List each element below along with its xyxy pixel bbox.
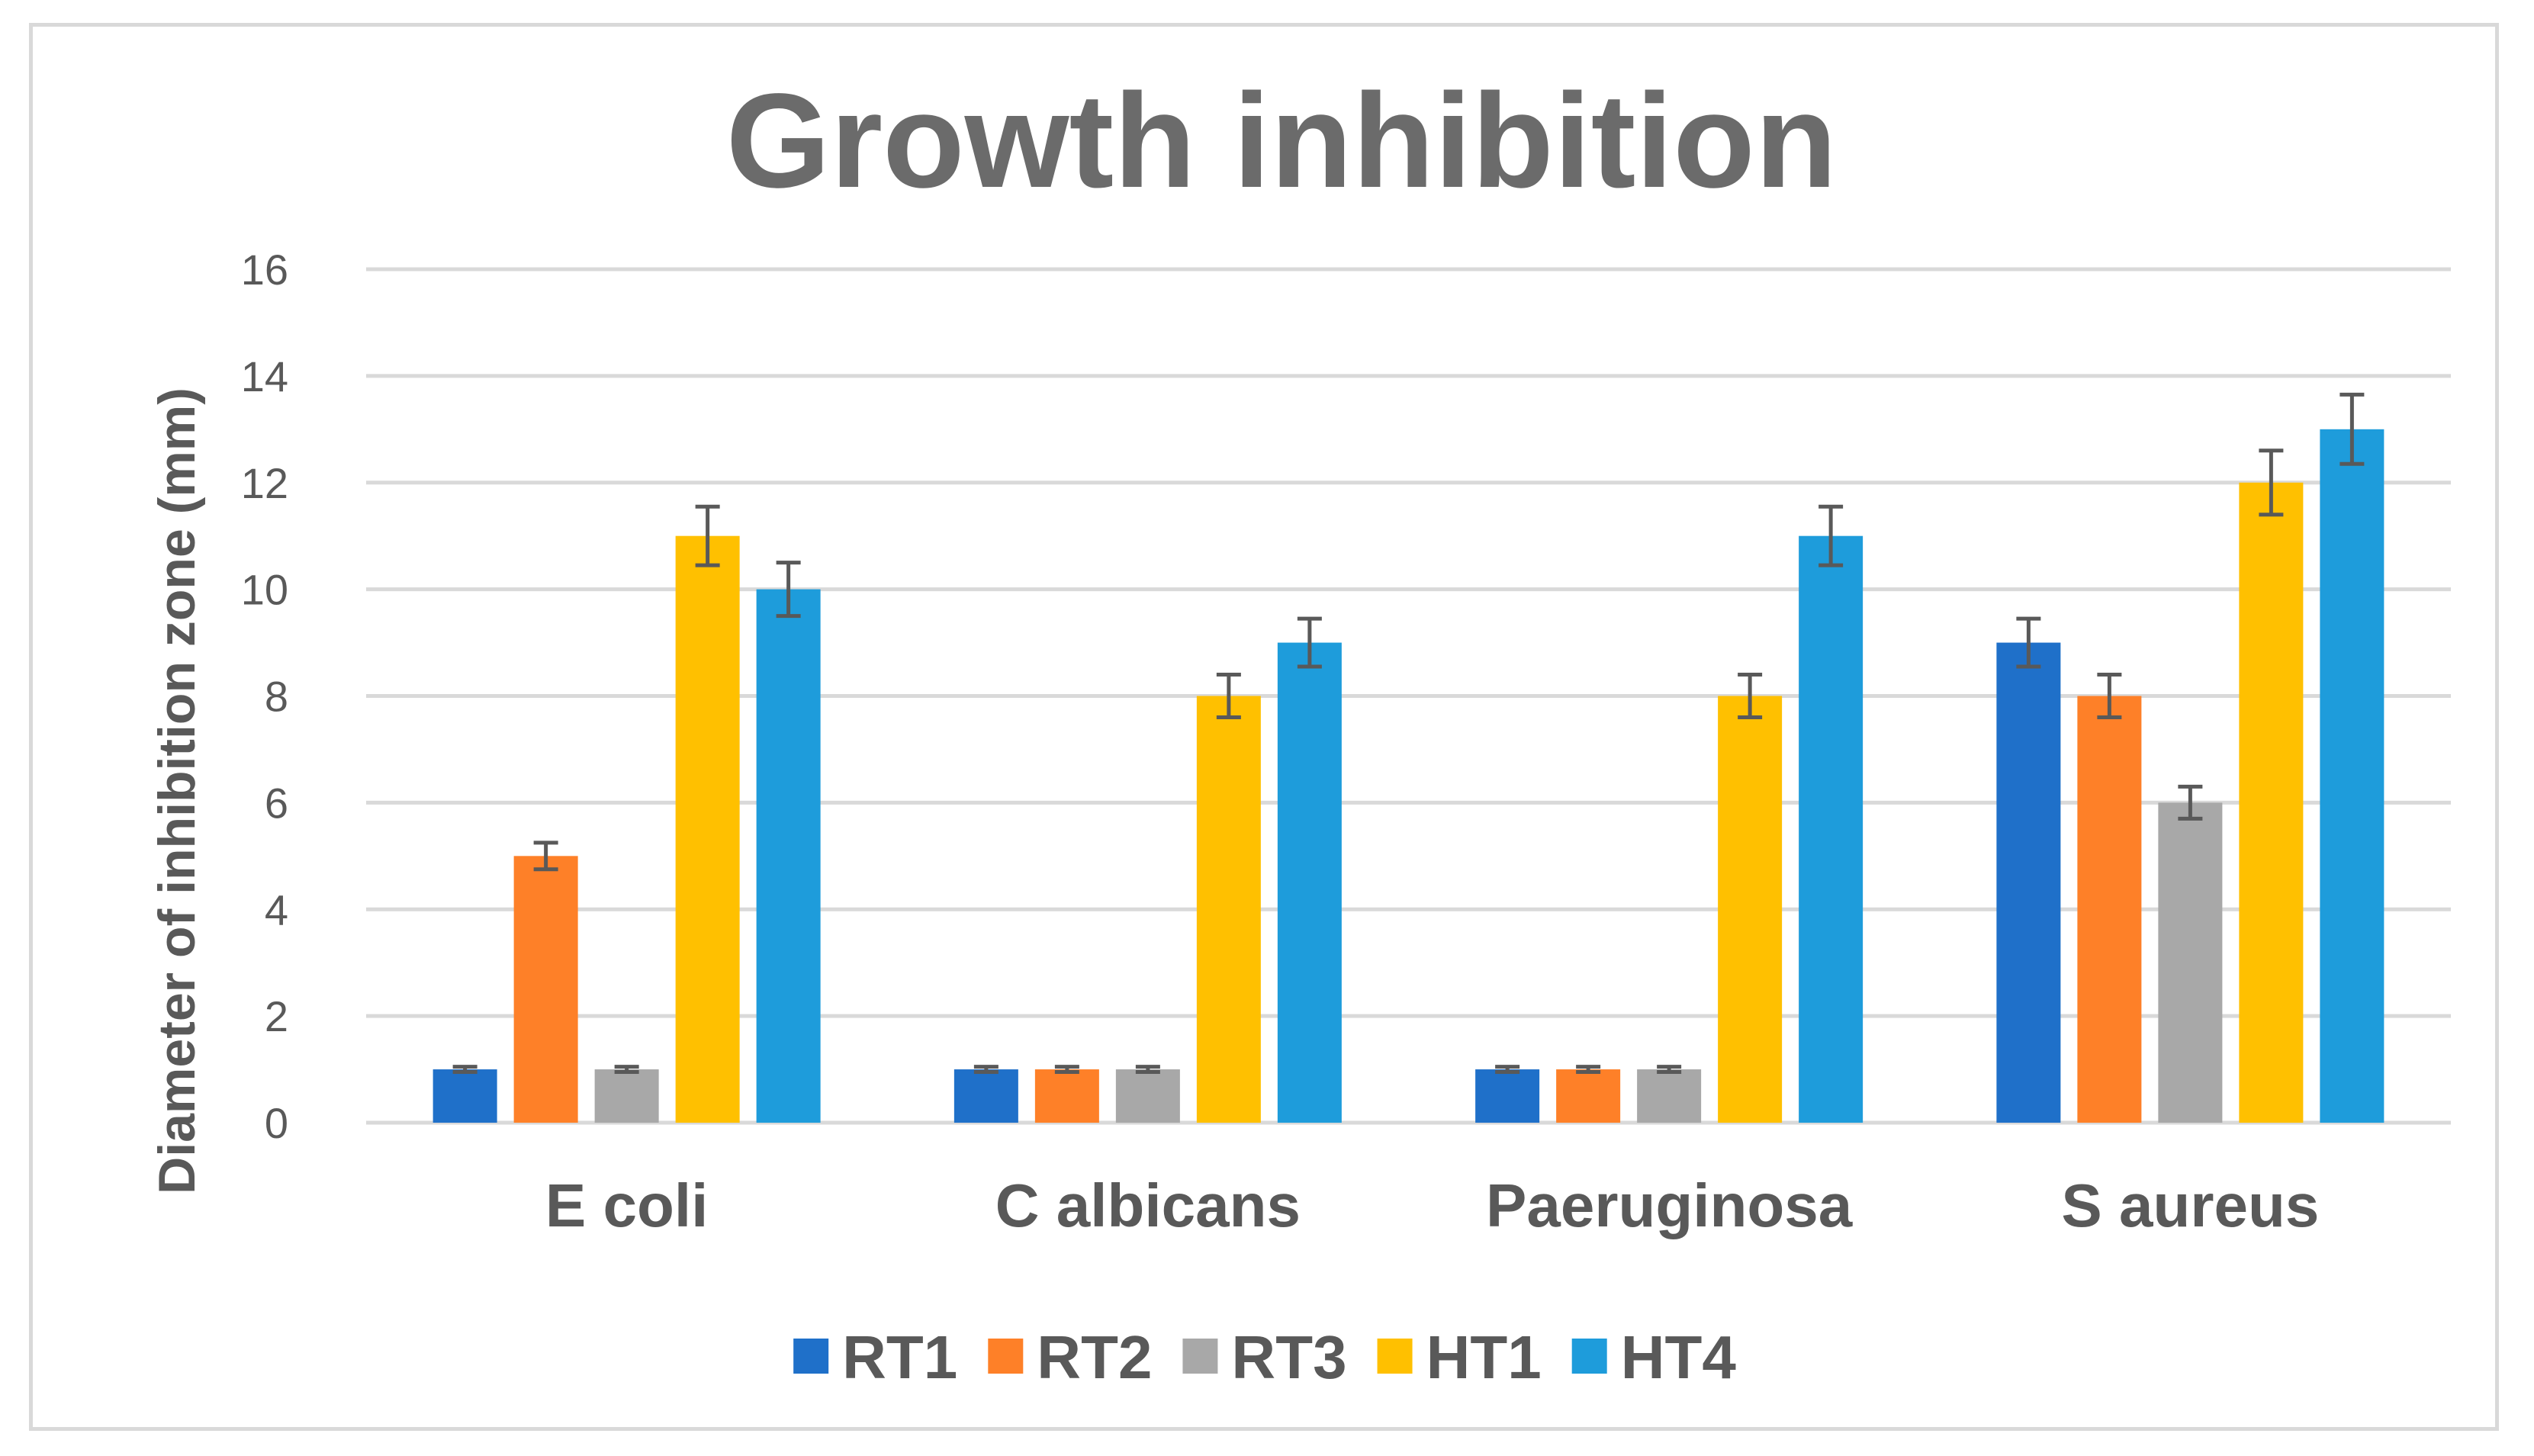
- y-tick-label: 6: [265, 779, 288, 827]
- bar-ht4-4: [2320, 429, 2384, 1123]
- x-category-label: Paeruginosa: [1486, 1172, 1853, 1239]
- y-tick-label: 4: [265, 885, 288, 934]
- bar-ht1-2: [1196, 696, 1261, 1123]
- error-bar-rt1-4: [2016, 616, 2041, 669]
- bar-rt1-1: [433, 1069, 497, 1123]
- bar-ht4-2: [1277, 642, 1342, 1123]
- bar-rt3-2: [1115, 1069, 1180, 1123]
- y-tick-label: 16: [241, 246, 288, 294]
- legend-item-rt1: RT1: [793, 1323, 957, 1391]
- legend-item-ht4: HT4: [1571, 1323, 1737, 1391]
- error-bar-ht4-2: [1297, 616, 1322, 669]
- legend-item-ht1: HT1: [1377, 1323, 1542, 1391]
- legend-label: RT1: [842, 1323, 957, 1391]
- y-tick-label: 0: [265, 1099, 288, 1147]
- bar-rt2-4: [2077, 696, 2142, 1123]
- error-bar-rt2-4: [2097, 673, 2122, 719]
- error-bar-ht1-3: [1738, 673, 1763, 719]
- error-bar-rt3-2: [1135, 1065, 1160, 1075]
- y-tick-label: 8: [265, 673, 288, 721]
- legend-item-rt3: RT3: [1182, 1323, 1347, 1391]
- x-category-label: S aureus: [2061, 1172, 2319, 1239]
- error-bar-ht4-4: [2339, 392, 2365, 466]
- error-bar-rt2-1: [533, 840, 558, 872]
- error-bar-rt3-1: [614, 1065, 639, 1075]
- error-bar-ht1-4: [2259, 448, 2284, 517]
- legend-swatch: [1571, 1339, 1607, 1374]
- x-category-labels: E coli C albicans Paeruginosa S aureus: [545, 1172, 2319, 1239]
- legend-label: RT3: [1231, 1323, 1346, 1391]
- legend: RT1 RT2 RT3 HT1 HT4: [793, 1323, 1736, 1391]
- bars: [433, 429, 2384, 1123]
- x-category-label: E coli: [545, 1172, 708, 1239]
- bar-rt1-4: [1996, 642, 2061, 1123]
- bar-ht4-1: [756, 589, 821, 1123]
- error-bar-ht1-1: [695, 504, 720, 567]
- error-bar-rt1-1: [452, 1065, 478, 1075]
- x-category-label: C albicans: [995, 1172, 1301, 1239]
- bar-rt3-4: [2158, 802, 2223, 1123]
- error-bar-rt1-2: [973, 1065, 998, 1075]
- bar-ht1-3: [1718, 696, 1783, 1123]
- y-axis-title: Diameter of inhibition zone (mm): [148, 387, 206, 1194]
- legend-label: HT4: [1621, 1323, 1737, 1391]
- legend-swatch: [793, 1339, 829, 1374]
- error-bar-ht4-1: [776, 561, 801, 619]
- y-tick-label: 10: [241, 566, 288, 614]
- error-bar-rt2-2: [1054, 1065, 1079, 1075]
- error-bar-ht1-2: [1216, 673, 1241, 719]
- legend-swatch: [1377, 1339, 1413, 1374]
- bar-rt3-1: [594, 1069, 659, 1123]
- legend-item-rt2: RT2: [988, 1323, 1152, 1391]
- y-tick-label: 2: [265, 992, 288, 1040]
- bar-ht1-1: [675, 535, 740, 1123]
- error-bar-rt3-3: [1657, 1065, 1682, 1075]
- y-tick-label: 12: [241, 459, 288, 507]
- legend-swatch: [1182, 1339, 1218, 1374]
- bar-rt1-2: [953, 1069, 1018, 1123]
- error-bar-rt2-3: [1576, 1065, 1601, 1075]
- bar-ht1-4: [2239, 482, 2304, 1123]
- legend-label: HT1: [1426, 1323, 1542, 1391]
- y-tick-label: 14: [241, 352, 288, 400]
- y-tick-labels: 0 2 4 6 8 10 12 14 16: [241, 246, 288, 1147]
- error-bar-rt1-3: [1495, 1065, 1520, 1075]
- bar-rt1-3: [1475, 1069, 1540, 1123]
- legend-label: RT2: [1037, 1323, 1152, 1391]
- bar-rt3-3: [1637, 1069, 1702, 1123]
- legend-swatch: [988, 1339, 1024, 1374]
- bar-rt2-2: [1034, 1069, 1099, 1123]
- bar-rt2-3: [1556, 1069, 1621, 1123]
- bar-ht4-3: [1799, 535, 1864, 1123]
- error-bar-ht4-3: [1818, 504, 1844, 567]
- error-bar-rt3-4: [2178, 784, 2203, 821]
- bar-rt2-1: [513, 856, 578, 1123]
- chart-title: Growth inhibition: [726, 66, 1838, 216]
- error-bars: [452, 392, 2365, 1075]
